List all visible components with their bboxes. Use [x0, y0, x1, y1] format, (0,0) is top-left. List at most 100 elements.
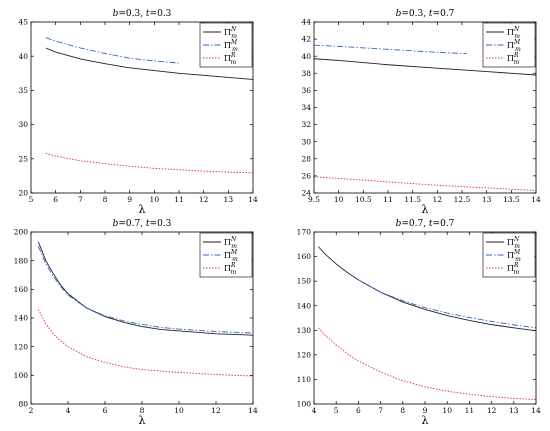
chart-panel-3: 2 4 6 8 10 12 14 80 100 120 140 160 180 200 b=0.7, t=0…	[14, 219, 258, 427]
y-tick-label: 120	[297, 350, 312, 359]
x-tick-label: 11	[465, 406, 475, 415]
y-tick-label: 24	[301, 189, 311, 198]
y-tick-label: 45	[18, 18, 28, 27]
legend-entry-N: ΠN m	[507, 26, 520, 40]
x-tick-label: 12	[199, 195, 209, 204]
legend-entry-N: ΠN m	[507, 236, 520, 250]
chart-title: b=0.3, t=0.3	[113, 9, 172, 19]
y-tick-label: 40	[18, 52, 28, 61]
y-tick-label: 42	[301, 35, 311, 44]
legend: ΠN mΠM mΠR m	[482, 232, 536, 278]
x-tick-label: 5	[334, 406, 339, 415]
y-tick-label: 35	[18, 86, 28, 95]
legend-entry-R: ΠR m	[224, 52, 237, 66]
x-tick-label: 11.5	[404, 195, 421, 204]
y-tick-label: 160	[297, 252, 312, 261]
series-line-M	[313, 44, 467, 55]
series-line-N	[45, 47, 254, 80]
x-tick-label: 7	[78, 195, 83, 204]
x-tick-label: 10	[442, 406, 452, 415]
x-tick-label: 10	[334, 195, 344, 204]
x-tick-label: 9.5	[308, 195, 320, 204]
x-tick-label: 13	[224, 195, 234, 204]
series-line-M	[37, 246, 254, 334]
x-tick-label: 8	[400, 406, 405, 415]
y-tick-label: 120	[14, 342, 29, 351]
y-tick-label: 110	[297, 375, 312, 384]
legend-entry-R: ΠR m	[507, 262, 520, 276]
x-tick-label: 11	[383, 195, 393, 204]
y-tick-label: 40	[301, 52, 311, 61]
x-tick-label: 10	[174, 406, 184, 415]
legend: ΠN mΠM mΠR m	[482, 22, 536, 68]
legend-entry-N: ΠN m	[224, 236, 237, 250]
series-line-N	[318, 246, 537, 332]
y-tick-label: 170	[297, 228, 312, 237]
x-tick-label: 10.5	[355, 195, 372, 204]
x-tick-label: 14	[531, 406, 541, 415]
x-tick-label: 8	[103, 195, 108, 204]
y-tick-label: 30	[301, 137, 311, 146]
series-line-N	[37, 241, 254, 336]
y-tick-label: 38	[301, 69, 311, 78]
x-tick-label: 4	[312, 406, 317, 415]
y-tick-label: 150	[297, 277, 312, 286]
x-axis-label: λ	[139, 203, 146, 216]
x-tick-label: 7	[378, 406, 383, 415]
x-tick-label: 4	[66, 406, 71, 415]
x-tick-label: 12	[487, 406, 497, 415]
series-line-R	[318, 327, 537, 401]
y-tick-label: 30	[18, 120, 28, 129]
series-line-M	[358, 279, 537, 329]
x-tick-label: 6	[356, 406, 361, 415]
chart-title: b=0.3, t=0.7	[396, 9, 455, 19]
x-tick-label: 9	[127, 195, 132, 204]
legend-entry-R: ΠR m	[507, 52, 520, 66]
x-tick-label: 6	[103, 406, 108, 415]
y-tick-label: 130	[297, 326, 312, 335]
legend-entry-M: ΠM m	[224, 39, 238, 53]
x-tick-label: 5	[29, 195, 34, 204]
y-tick-label: 180	[14, 256, 29, 265]
series-line-R	[45, 152, 254, 174]
chart-panel-2: 9.5 10 10.5 11 11.5 12 12.5 13 13.5 14 24 26 28 30 32 3…	[301, 9, 541, 216]
x-tick-label: 11	[174, 195, 184, 204]
x-axis-label: λ	[422, 414, 429, 427]
series-line-R	[38, 309, 254, 377]
y-tick-label: 34	[301, 103, 311, 112]
x-tick-label: 6	[53, 195, 58, 204]
y-tick-label: 36	[301, 86, 311, 95]
axes-frame	[30, 21, 254, 194]
legend-entry-N: ΠN m	[224, 26, 237, 40]
x-tick-label: 13.5	[503, 195, 520, 204]
x-axis-label: λ	[422, 203, 429, 216]
chart-panel-1: 5 6 7 8 9 10 11 12 13 14 20 25 30 35 40 45 b=0.3, t=0.3 λ…	[18, 9, 258, 216]
x-tick-label: 12.5	[454, 195, 471, 204]
chart-panel-4: 4 5 6 7 8 9 10 11 12 13 14 100 110 120 130 140 150 160 170…	[297, 219, 541, 427]
legend-entry-M: ΠM m	[507, 249, 521, 263]
y-tick-label: 26	[301, 172, 311, 181]
y-tick-label: 140	[14, 314, 29, 323]
y-tick-label: 32	[301, 120, 311, 129]
x-tick-label: 8	[140, 406, 145, 415]
chart-title: b=0.7, t=0.7	[396, 219, 455, 229]
x-tick-label: 10	[150, 195, 160, 204]
series-line-N	[313, 58, 537, 76]
y-tick-label: 100	[14, 371, 29, 380]
x-tick-label: 12	[211, 406, 221, 415]
x-tick-label: 2	[29, 406, 34, 415]
legend-entry-R: ΠR m	[224, 262, 237, 276]
y-tick-label: 160	[14, 285, 29, 294]
y-tick-label: 140	[297, 301, 312, 310]
legend: ΠN mΠM mΠR m	[199, 22, 253, 68]
x-tick-label: 14	[248, 406, 258, 415]
x-tick-label: 13	[509, 406, 519, 415]
y-tick-label: 200	[14, 228, 29, 237]
series-line-R	[313, 176, 537, 191]
x-axis-label: λ	[139, 414, 146, 427]
legend-entry-M: ΠM m	[224, 249, 238, 263]
x-tick-label: 14	[248, 195, 258, 204]
x-tick-label: 13	[482, 195, 492, 204]
y-tick-label: 25	[18, 154, 28, 163]
